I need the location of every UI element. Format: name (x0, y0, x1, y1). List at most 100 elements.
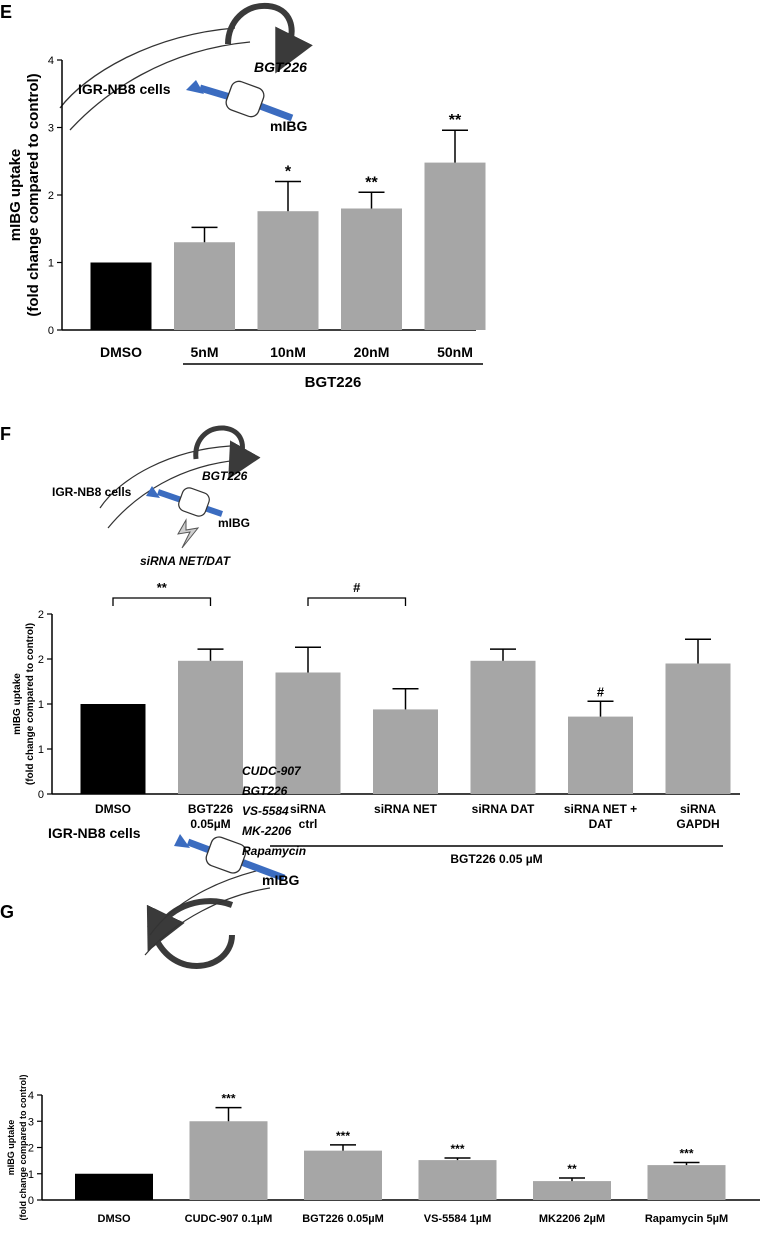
y-tick-label: 1 (28, 1169, 34, 1181)
category-label: siRNA NET + (564, 802, 637, 816)
category-label: siRNA (680, 802, 716, 816)
y-tick-label: 2 (48, 190, 54, 202)
category-label: BGT226 (188, 802, 234, 816)
group-label: BGT226 0.05 µM (450, 852, 542, 866)
comparison-bracket (112, 597, 212, 606)
y-tick-label: 2 (38, 654, 44, 666)
y-axis-label: (fold change compared to control) (18, 1074, 28, 1220)
significance-label: * (285, 164, 292, 181)
drug-arrow-icon (146, 898, 234, 952)
panel-letter-e: E (0, 2, 12, 22)
transporter-icon (178, 487, 210, 517)
bar (418, 1160, 497, 1200)
y-axis-label: (fold change compared to control) (25, 623, 36, 785)
transporter-icon (205, 836, 247, 874)
y-tick-label: 4 (48, 55, 54, 67)
cell-label-f: IGR-NB8 cells (52, 485, 132, 499)
bar (178, 660, 243, 794)
schematic-g: IGR-NB8 cells mIBG CUDC-907 BGT226 VS-55… (48, 764, 306, 969)
bracket-label: # (353, 580, 361, 595)
y-axis-label: mIBG uptake (7, 149, 24, 242)
category-label: 5nM (191, 344, 219, 360)
category-label: 50nM (437, 344, 473, 360)
category-label: ctrl (299, 817, 318, 831)
tracer-label-g: mIBG (262, 872, 299, 888)
y-tick-label: 0 (28, 1195, 34, 1207)
bar (257, 211, 319, 330)
bar (568, 716, 633, 794)
significance-label: ** (365, 174, 378, 191)
bar (424, 162, 486, 330)
significance-label: *** (450, 1142, 464, 1156)
drug-label-f: BGT226 (202, 469, 248, 483)
tracer-label-e: mIBG (270, 118, 307, 134)
bar (189, 1121, 268, 1200)
bar (647, 1165, 726, 1200)
chart-g: 0 1 2 3 4 mIBG uptake (fold change compared to… (6, 1074, 760, 1225)
y-tick-label: 1 (38, 699, 44, 711)
panel-letter-f: F (0, 424, 11, 444)
y-tick-label: 1 (38, 744, 44, 756)
group-label: BGT226 (305, 374, 362, 391)
significance-label: ** (567, 1162, 577, 1176)
bar (174, 242, 235, 330)
category-label: 10nM (270, 344, 306, 360)
y-axis-label: (fold change compared to control) (25, 73, 42, 316)
category-label: VS-5584 1µM (424, 1213, 491, 1225)
bar (275, 672, 341, 794)
category-label: MK2206 2µM (539, 1213, 605, 1225)
category-label: GAPDH (676, 817, 719, 831)
y-tick-label: 0 (38, 789, 44, 801)
comparison-bracket (307, 597, 407, 606)
drug-arrow-icon (225, 2, 313, 74)
significance-label: *** (221, 1092, 235, 1106)
drug-label-g-1: CUDC-907 (242, 764, 302, 778)
y-tick-label: 0 (48, 325, 54, 337)
lightning-icon (177, 518, 200, 549)
y-axis-label: mIBG uptake (12, 673, 23, 735)
category-label: Rapamycin 5µM (645, 1213, 728, 1225)
drug-label-g-5: Rapamycin (242, 844, 306, 858)
significance-label: *** (336, 1129, 350, 1143)
chart-f: 0 1 1 2 2 mIBG uptake (fold change compared to… (12, 580, 740, 866)
panel-letter-g: G (0, 902, 14, 922)
bar (341, 208, 402, 330)
significance-label: # (597, 684, 605, 699)
bar (470, 660, 536, 794)
bracket-label: ** (157, 580, 168, 595)
category-label: 20nM (354, 344, 390, 360)
knockdown-label-f: siRNA NET/DAT (140, 554, 232, 568)
bar (90, 262, 152, 330)
bar (533, 1181, 611, 1200)
category-label: 0.05µM (190, 817, 230, 831)
transporter-icon (225, 80, 265, 118)
cell-label-g: IGR-NB8 cells (48, 825, 141, 841)
y-tick-label: 4 (28, 1090, 34, 1102)
drug-label-g-2: BGT226 (242, 784, 288, 798)
bar (665, 663, 731, 794)
y-axis-label: mIBG uptake (6, 1120, 16, 1176)
significance-label: ** (449, 112, 462, 129)
category-label: DMSO (95, 802, 131, 816)
tracer-label-f: mIBG (218, 516, 250, 530)
category-label: BGT226 0.05µM (302, 1213, 384, 1225)
category-label: DMSO (100, 344, 142, 360)
drug-label-g-3: VS-5584 (242, 804, 289, 818)
bar (304, 1150, 382, 1200)
y-tick-label: 2 (38, 609, 44, 621)
y-tick-label: 3 (48, 123, 54, 135)
category-label: DMSO (98, 1213, 131, 1225)
schematic-e: IGR-NB8 cells BGT226 mIBG (59, 2, 313, 134)
schematic-f: IGR-NB8 cells BGT226 mIBG siRNA NET/DAT (52, 425, 261, 568)
y-tick-label: 3 (28, 1116, 34, 1128)
y-tick-label: 2 (28, 1143, 34, 1155)
bar (373, 709, 438, 794)
drug-label-g-4: MK-2206 (242, 824, 292, 838)
chart-e: 0 1 2 3 4 mIBG uptake (fold change compared to… (7, 55, 486, 391)
bar (80, 704, 146, 794)
category-label: CUDC-907 0.1µM (185, 1213, 273, 1225)
cell-label-e: IGR-NB8 cells (78, 81, 171, 97)
category-label: DAT (589, 817, 613, 831)
significance-label: *** (679, 1146, 693, 1160)
